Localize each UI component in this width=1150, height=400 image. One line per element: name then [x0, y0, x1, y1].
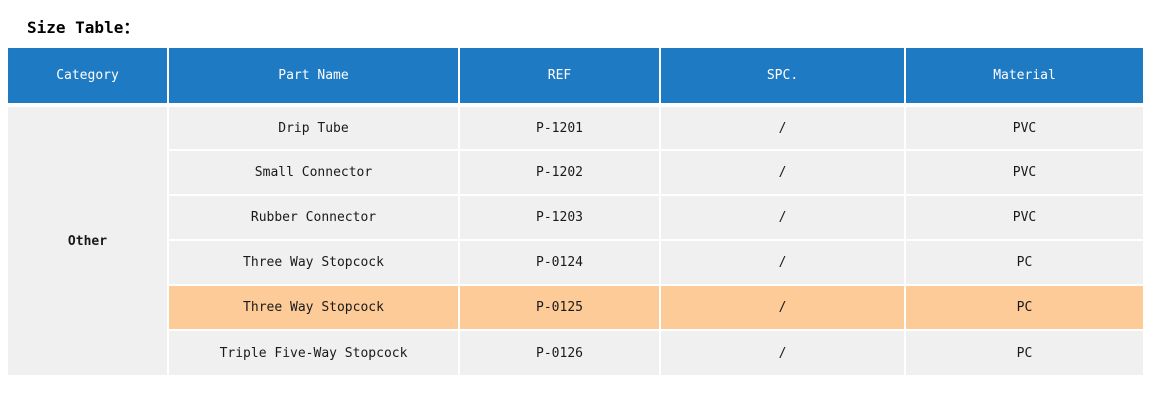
ref-cell: P-0126 — [459, 330, 661, 375]
column-header-ref: REF — [459, 48, 661, 107]
spc-cell: / — [660, 330, 906, 375]
part-name-cell: Triple Five-Way Stopcock — [168, 330, 460, 375]
category-cell: Other — [8, 105, 169, 375]
spc-cell: / — [660, 285, 906, 331]
ref-cell: P-1202 — [459, 150, 661, 196]
column-header-spc: SPC. — [660, 48, 906, 107]
ref-cell: P-0125 — [459, 285, 661, 331]
ref-cell: P-0124 — [459, 240, 661, 286]
material-cell: PVC — [905, 195, 1143, 241]
column-header-material: Material — [905, 48, 1143, 107]
table-row-highlighted[interactable]: Three Way Stopcock P-0125 / PC — [8, 285, 1143, 331]
spc-cell: / — [660, 240, 906, 286]
column-header-category: Category — [8, 48, 169, 107]
table-row[interactable]: Small Connector P-1202 / PVC — [8, 150, 1143, 196]
material-cell: PVC — [905, 105, 1143, 151]
material-cell: PC — [905, 285, 1143, 331]
part-name-cell: Drip Tube — [168, 105, 460, 151]
column-header-part-name: Part Name — [168, 48, 460, 107]
table-row[interactable]: Triple Five-Way Stopcock P-0126 / PC — [8, 330, 1143, 375]
material-cell: PC — [905, 330, 1143, 375]
spc-cell: / — [660, 195, 906, 241]
spc-cell: / — [660, 105, 906, 151]
table-row[interactable]: Three Way Stopcock P-0124 / PC — [8, 240, 1143, 286]
table-row[interactable]: Other Drip Tube P-1201 / PVC — [8, 105, 1143, 375]
part-name-cell: Rubber Connector — [168, 195, 460, 241]
page-title: Size Table： — [27, 18, 140, 37]
part-name-cell: Three Way Stopcock — [168, 240, 460, 286]
material-cell: PVC — [905, 150, 1143, 196]
table-row[interactable]: Rubber Connector P-1203 / PVC — [8, 195, 1143, 241]
spc-cell: / — [660, 150, 906, 196]
table-header-row: Category Part Name REF SPC. Material — [8, 48, 1143, 107]
part-name-cell: Three Way Stopcock — [168, 285, 460, 331]
ref-cell: P-1203 — [459, 195, 661, 241]
part-name-cell: Small Connector — [168, 150, 460, 196]
ref-cell: P-1201 — [459, 105, 661, 151]
material-cell: PC — [905, 240, 1143, 286]
size-table: Category Part Name REF SPC. Material Oth… — [8, 48, 1143, 375]
